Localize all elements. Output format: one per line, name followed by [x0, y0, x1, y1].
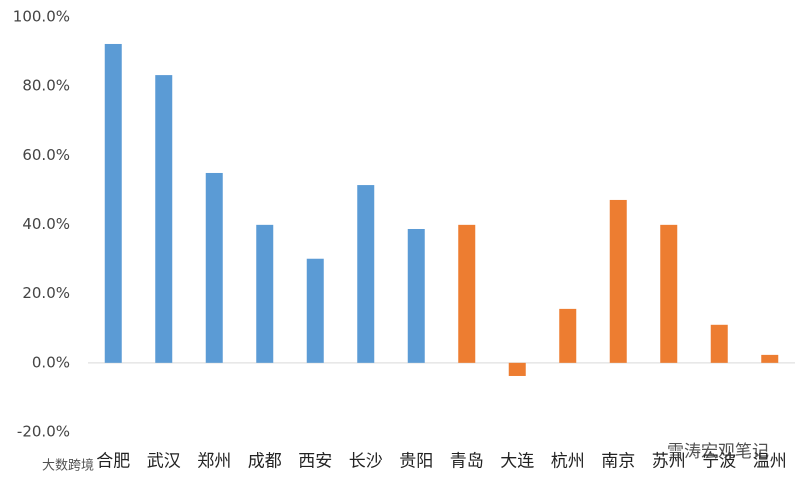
y-tick-label: 80.0% — [22, 77, 70, 95]
watermark: 雪涛宏观笔记 — [667, 442, 769, 462]
y-tick-label: 60.0% — [22, 146, 70, 164]
bar — [256, 224, 274, 363]
y-tick-label: 0.0% — [32, 353, 70, 371]
bar — [155, 75, 173, 363]
bar — [407, 228, 425, 363]
bar — [458, 224, 476, 363]
bar — [559, 308, 577, 363]
x-tick-label: 郑州 — [197, 452, 231, 472]
x-tick-label: 苏州 — [652, 452, 686, 472]
x-tick-label: 合肥 — [96, 452, 130, 472]
x-tick-label: 贵阳 — [399, 452, 433, 472]
x-tick-label: 青岛 — [450, 452, 484, 472]
y-tick-label: -20.0% — [17, 423, 70, 441]
x-tick-label: 杭州 — [551, 452, 585, 472]
bar — [104, 43, 122, 363]
x-tick-label: 宁波 — [702, 452, 736, 472]
x-tick-label: 温州 — [753, 452, 787, 472]
x-tick-label: 成都 — [248, 452, 282, 472]
x-tick-label: 长沙 — [349, 452, 383, 472]
bar — [306, 258, 324, 363]
bar — [205, 172, 223, 363]
bar — [660, 224, 678, 363]
bar — [357, 185, 375, 363]
x-tick-label: 西安 — [298, 452, 332, 472]
bar — [761, 354, 779, 363]
watermark: 大数跨境 — [42, 459, 94, 474]
bar — [710, 324, 728, 363]
y-tick-label: 100.0% — [13, 8, 70, 26]
bar — [609, 199, 627, 363]
bar — [508, 362, 526, 376]
y-tick-label: 40.0% — [22, 215, 70, 233]
x-tick-label: 南京 — [601, 452, 635, 472]
x-tick-label: 大连 — [500, 452, 534, 472]
y-tick-label: 20.0% — [22, 284, 70, 302]
x-tick-label: 武汉 — [147, 452, 181, 472]
